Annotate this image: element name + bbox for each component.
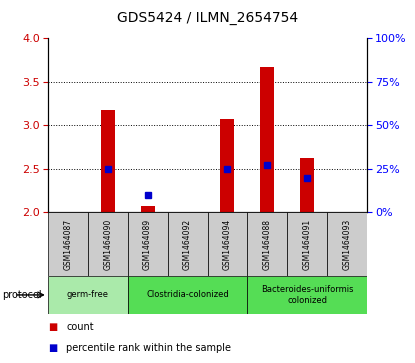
Text: GDS5424 / ILMN_2654754: GDS5424 / ILMN_2654754 (117, 11, 298, 25)
Bar (48, 212, 88, 276)
Bar (168, 212, 208, 276)
Text: protocol: protocol (2, 290, 42, 300)
Text: percentile rank within the sample: percentile rank within the sample (66, 343, 232, 354)
Text: Bacteroides-uniformis
colonized: Bacteroides-uniformis colonized (261, 285, 354, 305)
Text: ■: ■ (48, 343, 57, 354)
Bar (48, 276, 128, 314)
Text: GSM1464088: GSM1464088 (263, 219, 272, 270)
Bar (88, 212, 128, 276)
Text: GSM1464089: GSM1464089 (143, 219, 152, 270)
Text: count: count (66, 322, 94, 332)
Text: germ-free: germ-free (67, 290, 109, 299)
Text: Clostridia-colonized: Clostridia-colonized (146, 290, 229, 299)
Bar (261, 67, 274, 212)
Text: GSM1464092: GSM1464092 (183, 219, 192, 270)
Bar (101, 110, 115, 212)
Bar (208, 212, 247, 276)
Bar (247, 212, 287, 276)
Bar (247, 276, 367, 314)
Bar (128, 212, 168, 276)
Bar (287, 212, 327, 276)
Text: GSM1464087: GSM1464087 (63, 219, 72, 270)
Bar (300, 158, 314, 212)
Text: ■: ■ (48, 322, 57, 332)
Bar (220, 119, 234, 212)
Text: GSM1464094: GSM1464094 (223, 219, 232, 270)
Text: GSM1464091: GSM1464091 (303, 219, 312, 270)
Text: GSM1464090: GSM1464090 (103, 219, 112, 270)
Text: GSM1464093: GSM1464093 (343, 219, 352, 270)
Bar (327, 212, 367, 276)
Bar (141, 206, 154, 212)
Bar (128, 276, 247, 314)
